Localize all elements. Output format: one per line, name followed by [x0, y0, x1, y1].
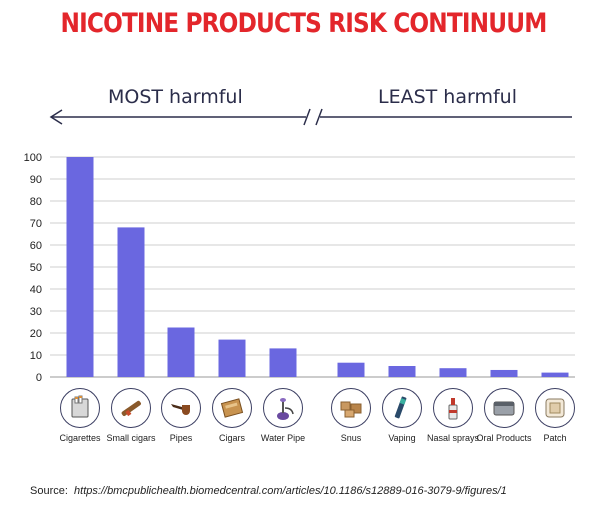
bar-nasal-sprays — [439, 368, 467, 377]
arrow-break-mark — [315, 108, 323, 126]
harm-arrow — [49, 108, 572, 126]
snus-icon — [331, 388, 371, 428]
bar-cigarettes — [66, 157, 94, 377]
x-category-label: Small cigars — [106, 433, 156, 443]
x-category-label: Patch — [543, 433, 567, 443]
bar-snus — [337, 362, 365, 377]
most-harmful-label: MOST harmful — [108, 86, 243, 108]
x-category-label: Pipes — [169, 433, 193, 443]
arrow-left-head — [49, 109, 63, 125]
x-category-label: Cigars — [218, 433, 245, 443]
cigars-icon — [212, 388, 252, 428]
source-label: Source: — [30, 485, 68, 497]
bar-cigars — [218, 339, 246, 377]
x-category-label: Oral Products — [476, 433, 532, 443]
x-category-label: Vaping — [388, 433, 416, 443]
bars — [66, 157, 569, 377]
bar-chart: 0 10 20 30 40 50 60 70 80 90 100 — [24, 108, 575, 384]
bar-water-pipe — [269, 348, 297, 377]
arrow-break-mark — [303, 108, 311, 126]
bar-patch — [541, 372, 569, 377]
y-tick-label: 10 — [30, 350, 42, 362]
bar-vaping — [388, 366, 416, 377]
y-axis-ticks: 0 10 20 30 40 50 60 70 80 90 100 — [24, 152, 42, 384]
x-category-label: Nasal sprays — [426, 433, 480, 443]
source-url[interactable]: https://bmcpublichealth.biomedcentral.co… — [74, 485, 507, 497]
y-tick-label: 90 — [30, 174, 42, 186]
y-tick-label: 30 — [30, 306, 42, 318]
y-tick-label: 40 — [30, 284, 42, 296]
chart-title: NICOTINE PRODUCTS RISK CONTINUUM — [60, 8, 548, 39]
water-pipe-icon — [263, 388, 303, 428]
y-tick-label: 50 — [30, 262, 42, 274]
x-category-label: Cigarettes — [59, 433, 101, 443]
y-tick-label: 100 — [24, 152, 42, 164]
nasal-spray-icon — [433, 388, 473, 428]
y-tick-label: 20 — [30, 328, 42, 340]
patch-icon — [535, 388, 575, 428]
bar-oral-products — [490, 369, 518, 377]
vaping-icon — [382, 388, 422, 428]
small-cigars-icon — [111, 388, 151, 428]
y-tick-label: 0 — [36, 372, 42, 384]
oral-products-icon — [484, 388, 524, 428]
bar-small-cigars — [117, 227, 145, 377]
y-tick-label: 60 — [30, 240, 42, 252]
y-tick-label: 80 — [30, 196, 42, 208]
x-category-label: Snus — [340, 433, 362, 443]
source-line: Source: https://bmcpublichealth.biomedce… — [30, 485, 507, 497]
pipe-icon — [161, 388, 201, 428]
bar-pipes — [167, 327, 195, 377]
cigarettes-icon — [60, 388, 100, 428]
least-harmful-label: LEAST harmful — [378, 86, 517, 108]
x-category-label: Water Pipe — [260, 433, 306, 443]
y-tick-label: 70 — [30, 218, 42, 230]
